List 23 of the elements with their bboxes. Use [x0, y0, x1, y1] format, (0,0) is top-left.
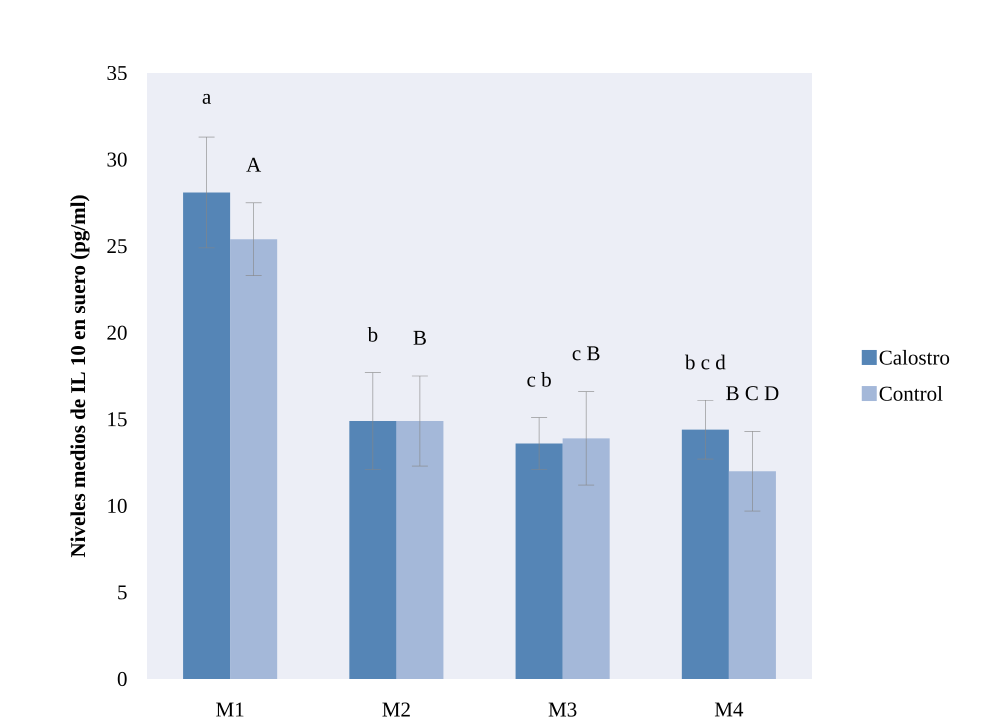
- x-tick-label: M2: [382, 702, 410, 716]
- annotation: c b: [527, 372, 551, 387]
- annotation: B: [414, 330, 426, 345]
- x-tick-label: M4: [714, 702, 744, 716]
- y-tick-label: 35: [107, 66, 127, 80]
- annotation: a: [202, 94, 211, 104]
- y-tick-label: 5: [118, 585, 127, 600]
- y-tick-label: 10: [108, 498, 127, 513]
- annotation: A: [246, 158, 262, 172]
- y-tick-label: 20: [107, 326, 127, 340]
- y-tick-label: 30: [107, 152, 127, 167]
- annotation: B C D: [726, 386, 778, 400]
- y-tick-label: 15: [108, 412, 127, 426]
- y-tick-label: 0: [118, 672, 127, 686]
- y-axis-title: Niveles medios de IL 10 en suero (pg/ml): [70, 195, 90, 558]
- y-tick-label: 25: [107, 239, 127, 254]
- legend-label: Control: [880, 386, 943, 401]
- x-tick-label: M3: [548, 702, 576, 717]
- annotation: b: [368, 326, 378, 342]
- legend-label: Calostro: [880, 350, 950, 365]
- x-tick-label: M1: [216, 702, 244, 716]
- annotation: b c d: [684, 354, 726, 370]
- annotation: c B: [572, 346, 600, 360]
